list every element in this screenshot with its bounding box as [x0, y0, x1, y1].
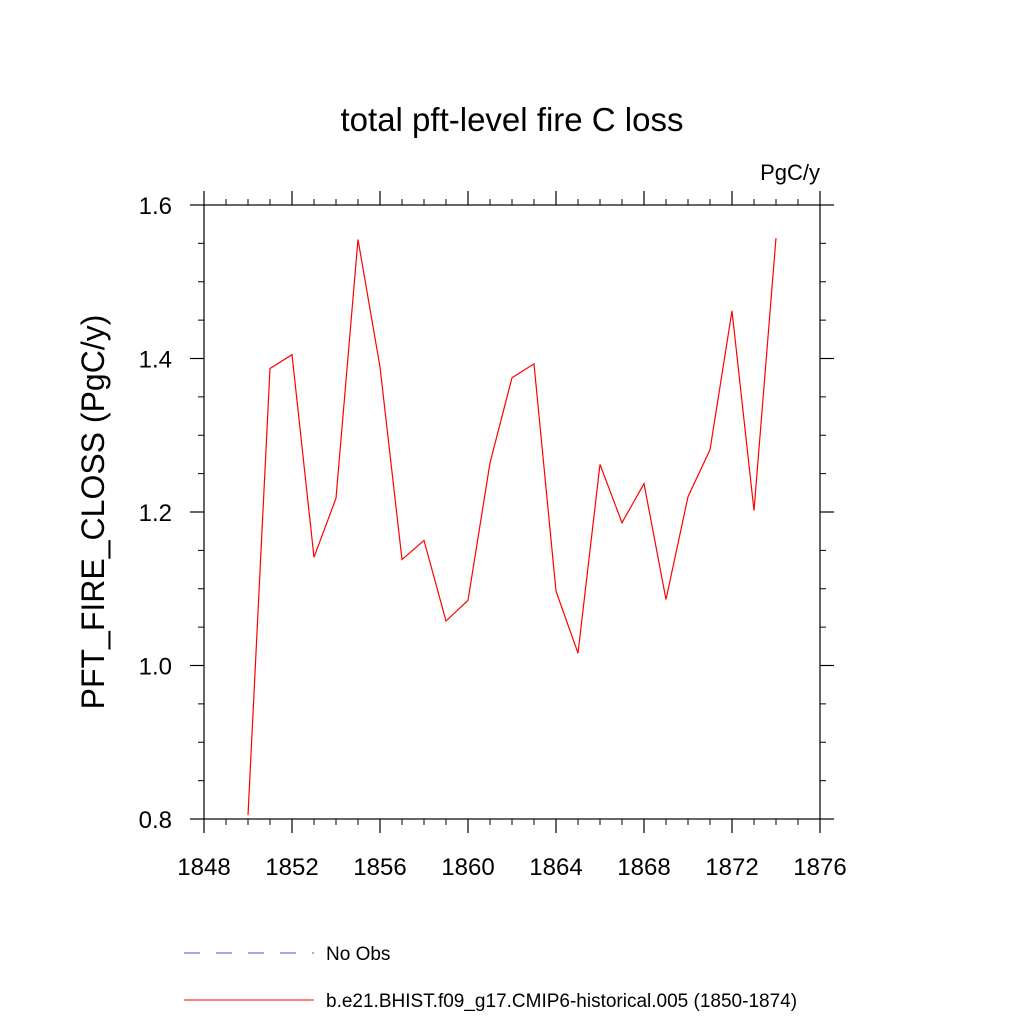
- legend: No Obs b.e21.BHIST.f09_g17.CMIP6-historic…: [184, 944, 797, 1012]
- y-tick-label: 1.4: [139, 347, 172, 374]
- legend-label: No Obs: [326, 944, 390, 965]
- y-tick-label: 1.2: [139, 500, 172, 527]
- x-tick-label: 1860: [441, 854, 494, 881]
- x-tick-label: 1868: [617, 854, 670, 881]
- x-tick-label: 1864: [529, 854, 582, 881]
- series-line: [247, 237, 777, 816]
- plot-frame: [203, 204, 821, 820]
- legend-label: b.e21.BHIST.f09_g17.CMIP6-historical.005…: [326, 991, 797, 1012]
- x-tick-label: 1872: [705, 854, 758, 881]
- chart-title: total pft-level fire C loss: [341, 101, 684, 138]
- y-tick-label: 1.6: [139, 193, 172, 220]
- x-tick-label: 1848: [177, 854, 230, 881]
- series-group: [247, 237, 777, 816]
- y-axis-label: PFT_FIRE_CLOSS (PgC/y): [75, 315, 111, 710]
- x-tick-label: 1876: [793, 854, 846, 881]
- axis-ticks: [190, 191, 834, 833]
- y-tick-label: 0.8: [139, 807, 172, 834]
- x-tick-label: 1856: [353, 854, 406, 881]
- x-tick-label: 1852: [265, 854, 318, 881]
- axis-tick-labels: 1848 1852 1856 1860 1864 1868 1872 1876 0.8 1.0 1.…: [139, 193, 847, 881]
- y-tick-label: 1.0: [139, 654, 172, 681]
- units-label: PgC/y: [760, 160, 820, 185]
